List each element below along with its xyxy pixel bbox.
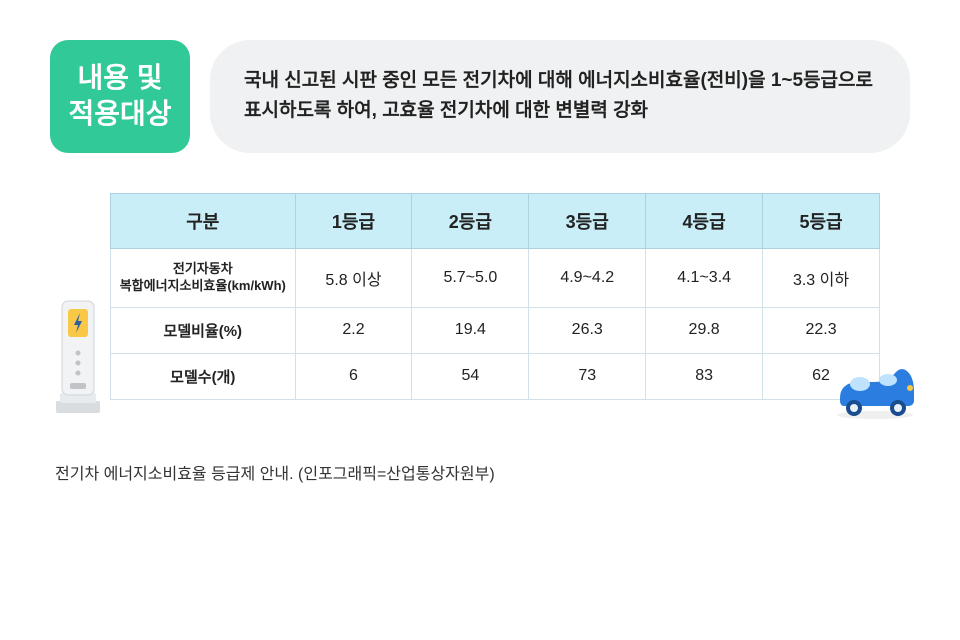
row-label: 모델수(개) (111, 353, 296, 399)
table-row: 모델수(개) 6 54 73 83 62 (111, 353, 880, 399)
col-header-grade2: 2등급 (412, 193, 529, 248)
table-cell: 5.8 이상 (295, 248, 412, 307)
car-icon (830, 360, 920, 425)
badge-line2: 적용대상 (68, 96, 172, 132)
table-cell: 6 (295, 353, 412, 399)
col-header-label: 구분 (111, 193, 296, 248)
table-header-row: 구분 1등급 2등급 3등급 4등급 5등급 (111, 193, 880, 248)
table-cell: 4.1~3.4 (646, 248, 763, 307)
table-cell: 26.3 (529, 307, 646, 353)
col-header-grade3: 3등급 (529, 193, 646, 248)
badge-line1: 내용 및 (68, 60, 172, 96)
table-row: 모델비율(%) 2.2 19.4 26.3 29.8 22.3 (111, 307, 880, 353)
table-row: 전기자동차 복합에너지소비효율(km/kWh) 5.8 이상 5.7~5.0 4… (111, 248, 880, 307)
table-cell: 73 (529, 353, 646, 399)
table-cell: 3.3 이하 (763, 248, 880, 307)
table-area: 구분 1등급 2등급 3등급 4등급 5등급 전기자동차 복합에너지소비효율(k… (50, 193, 910, 400)
table-cell: 54 (412, 353, 529, 399)
col-header-grade4: 4등급 (646, 193, 763, 248)
row-label: 모델비율(%) (111, 307, 296, 353)
table-cell: 29.8 (646, 307, 763, 353)
col-header-grade5: 5등급 (763, 193, 880, 248)
ev-charger-icon (50, 275, 106, 420)
row-label: 전기자동차 복합에너지소비효율(km/kWh) (111, 248, 296, 307)
caption: 전기차 에너지소비효율 등급제 안내. (인포그래픽=산업통상자원부) (50, 460, 910, 484)
table-cell: 4.9~4.2 (529, 248, 646, 307)
col-header-grade1: 1등급 (295, 193, 412, 248)
table-cell: 19.4 (412, 307, 529, 353)
description-text: 국내 신고된 시판 중인 모든 전기차에 대해 에너지소비효율(전비)을 1~5… (244, 66, 876, 127)
table-cell: 5.7~5.0 (412, 248, 529, 307)
header-row: 내용 및 적용대상 국내 신고된 시판 중인 모든 전기차에 대해 에너지소비효… (50, 40, 910, 153)
table-cell: 83 (646, 353, 763, 399)
section-badge: 내용 및 적용대상 (50, 40, 190, 153)
table-cell: 22.3 (763, 307, 880, 353)
description-box: 국내 신고된 시판 중인 모든 전기차에 대해 에너지소비효율(전비)을 1~5… (210, 40, 910, 153)
table-cell: 2.2 (295, 307, 412, 353)
efficiency-table: 구분 1등급 2등급 3등급 4등급 5등급 전기자동차 복합에너지소비효율(k… (110, 193, 880, 400)
